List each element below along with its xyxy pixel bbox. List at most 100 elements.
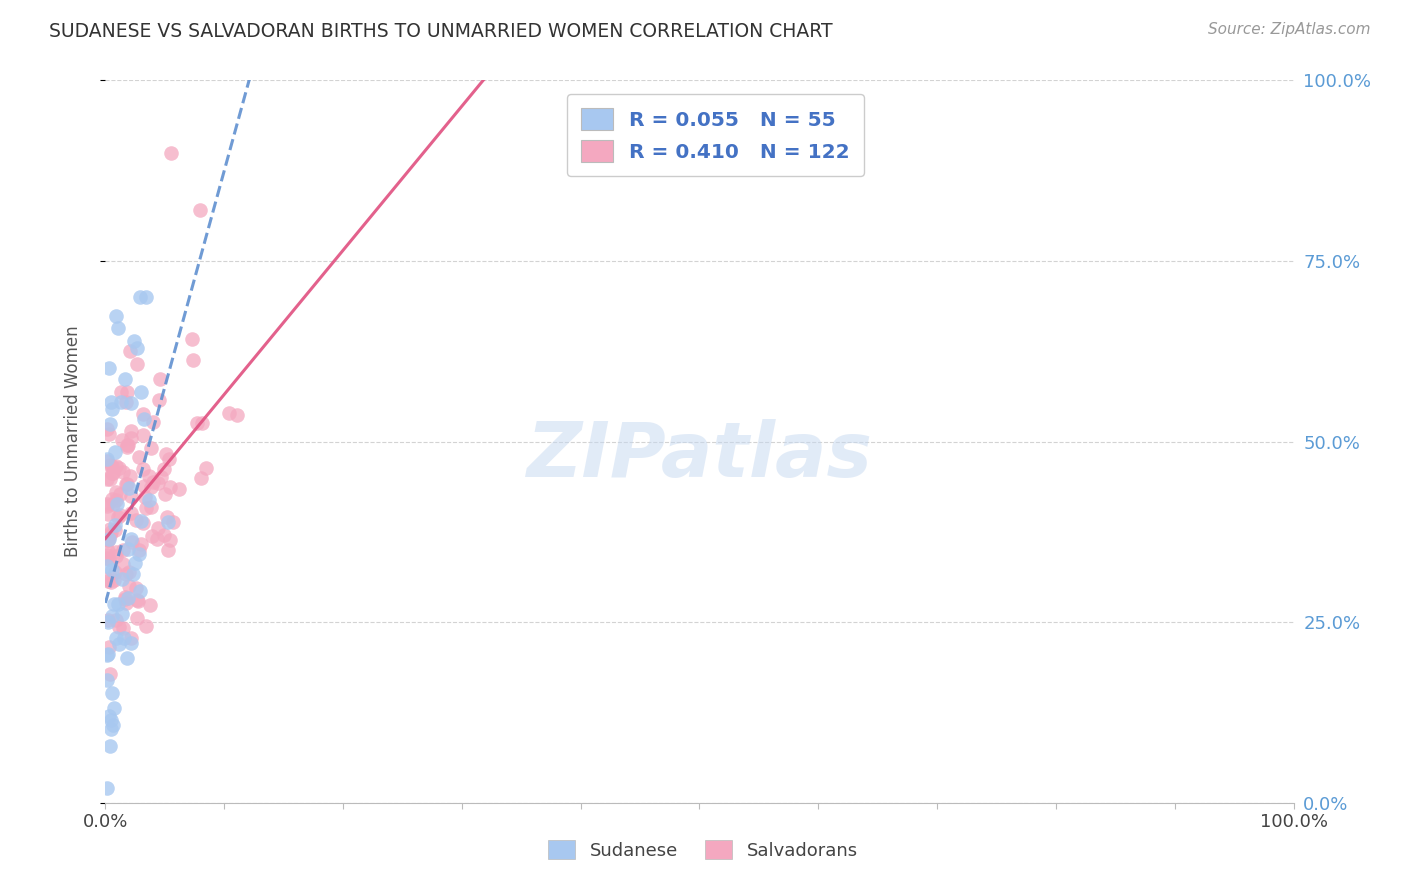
Point [98, 709, 121, 723]
Point [104, 545, 127, 559]
Point [101, 686, 124, 700]
Point [105, 549, 128, 563]
Point [115, 651, 138, 665]
Point [115, 596, 138, 610]
Point [96, 453, 118, 467]
Point [114, 590, 136, 604]
Point [105, 309, 128, 323]
Point [96, 533, 118, 548]
Point [190, 203, 212, 218]
Point [108, 620, 131, 634]
Point [103, 573, 125, 587]
Point [122, 334, 145, 349]
Point [128, 584, 150, 599]
Point [107, 509, 129, 524]
Point [162, 515, 184, 529]
Point [118, 469, 141, 483]
Point [120, 506, 142, 520]
Point [118, 565, 141, 579]
Point [117, 476, 139, 491]
Point [125, 582, 148, 596]
Point [157, 451, 180, 466]
Point [101, 402, 124, 417]
Point [186, 416, 208, 430]
Point [101, 458, 124, 473]
Point [96, 500, 118, 514]
Point [117, 437, 139, 451]
Point [142, 475, 165, 489]
Point [135, 500, 157, 515]
Point [104, 444, 127, 458]
Point [111, 607, 134, 622]
Point [100, 713, 122, 727]
Point [96, 559, 118, 574]
Point [225, 408, 247, 422]
Point [120, 344, 142, 359]
Text: Source: ZipAtlas.com: Source: ZipAtlas.com [1208, 22, 1371, 37]
Point [120, 533, 142, 547]
Point [97, 648, 120, 662]
Point [103, 598, 125, 612]
Point [98, 472, 121, 486]
Point [98, 458, 121, 472]
Point [125, 341, 148, 355]
Y-axis label: Births to Unmarried Women: Births to Unmarried Women [63, 326, 82, 558]
Point [96, 497, 118, 511]
Point [156, 543, 179, 558]
Point [159, 533, 181, 548]
Point [115, 438, 138, 452]
Point [190, 471, 212, 485]
Point [98, 528, 121, 542]
Point [97, 361, 120, 376]
Point [132, 516, 155, 530]
Point [141, 529, 163, 543]
Point [100, 608, 122, 623]
Point [104, 459, 127, 474]
Point [97, 640, 120, 655]
Point [100, 563, 122, 577]
Point [100, 394, 122, 409]
Point [104, 566, 127, 580]
Point [118, 578, 141, 592]
Point [114, 567, 136, 582]
Point [108, 508, 131, 523]
Point [152, 528, 174, 542]
Point [97, 508, 120, 522]
Point [112, 542, 135, 557]
Point [117, 481, 139, 495]
Point [101, 718, 124, 732]
Point [107, 460, 129, 475]
Point [148, 475, 170, 490]
Point [96, 574, 118, 588]
Point [96, 673, 118, 687]
Point [100, 492, 122, 507]
Point [98, 522, 121, 536]
Point [159, 145, 181, 160]
Point [139, 599, 162, 613]
Point [218, 406, 240, 420]
Point [131, 462, 153, 476]
Text: SUDANESE VS SALVADORAN BIRTHS TO UNMARRIED WOMEN CORRELATION CHART: SUDANESE VS SALVADORAN BIRTHS TO UNMARRI… [49, 22, 832, 41]
Point [101, 467, 124, 481]
Point [111, 558, 134, 572]
Point [139, 480, 162, 494]
Point [96, 472, 118, 486]
Point [108, 636, 131, 650]
Point [98, 417, 121, 431]
Point [127, 594, 149, 608]
Point [98, 427, 121, 442]
Point [96, 648, 118, 662]
Point [167, 482, 190, 496]
Point [114, 591, 136, 606]
Point [125, 593, 148, 607]
Point [97, 544, 120, 558]
Point [111, 573, 134, 587]
Point [146, 532, 169, 546]
Point [107, 597, 129, 611]
Point [128, 450, 150, 465]
Point [139, 441, 162, 455]
Text: ZIPatlas: ZIPatlas [526, 419, 873, 493]
Point [135, 290, 157, 304]
Point [101, 497, 124, 511]
Point [105, 493, 128, 508]
